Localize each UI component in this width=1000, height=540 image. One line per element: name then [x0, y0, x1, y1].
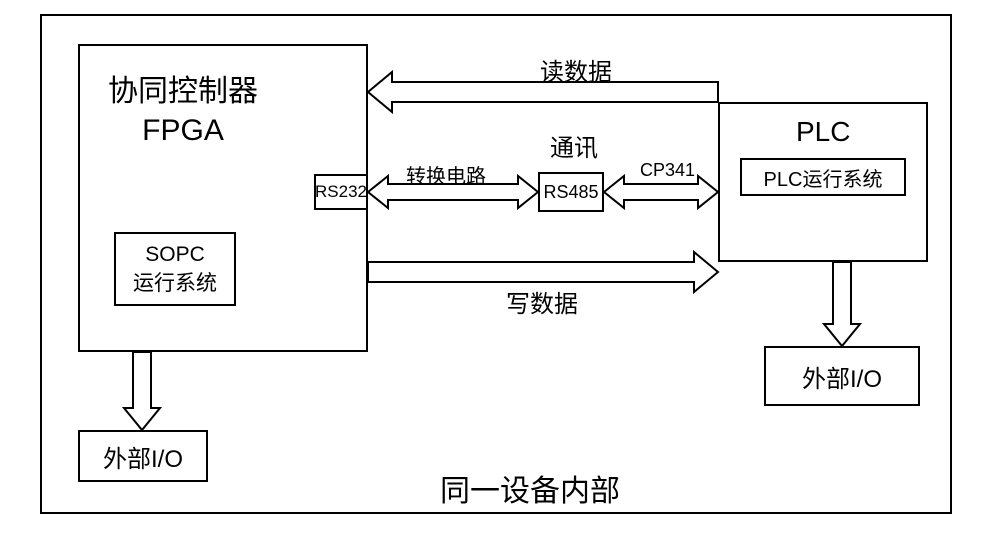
rs485-label: RS485 [543, 182, 598, 203]
sopc-box: SOPC 运行系统 [114, 232, 236, 306]
fpga-title: 协同控制器 FPGA [108, 72, 258, 150]
rs232-label: RS232 [315, 182, 367, 202]
outer-title: 同一设备内部 [440, 466, 620, 510]
diagram-canvas: 协同控制器 FPGA RS232 SOPC 运行系统 RS485 PLC PLC… [0, 0, 1000, 540]
sopc-line2: 运行系统 [133, 269, 217, 298]
plc-sys-box: PLC运行系统 [740, 158, 906, 196]
io-right-label: 外部I/O [802, 359, 882, 394]
comm-label: 通讯 [550, 128, 598, 163]
rs232-box: RS232 [314, 174, 368, 210]
io-left-label: 外部I/O [103, 439, 183, 474]
read-label: 读数据 [540, 52, 612, 87]
cp341-label: CP341 [640, 160, 695, 181]
io-left-box: 外部I/O [78, 430, 208, 482]
write-label: 写数据 [506, 284, 578, 319]
conv-label: 转换电路 [406, 160, 486, 189]
plc-sys-label: PLC运行系统 [764, 163, 883, 192]
plc-title: PLC [796, 116, 850, 148]
rs485-box: RS485 [538, 172, 604, 212]
fpga-title-line1: 协同控制器 [108, 72, 258, 111]
sopc-line1: SOPC [133, 240, 217, 269]
io-right-box: 外部I/O [764, 346, 920, 406]
fpga-title-line2: FPGA [108, 111, 258, 150]
